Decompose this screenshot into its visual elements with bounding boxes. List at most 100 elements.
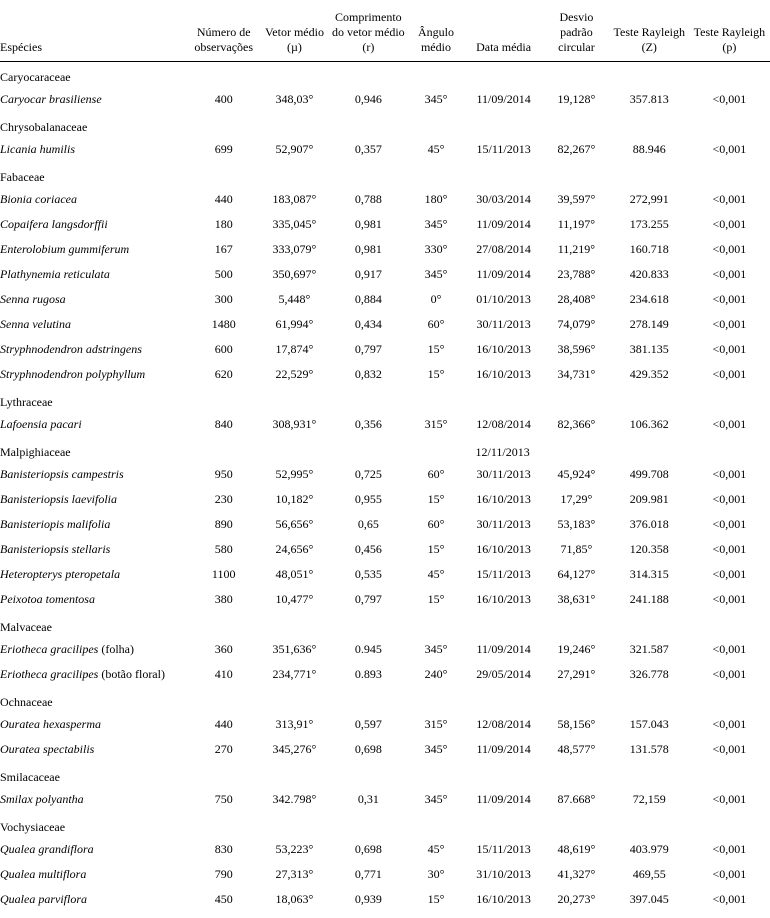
- family-row: Chrysobalanaceae: [0, 112, 770, 137]
- cell-date: 15/11/2013: [464, 562, 543, 587]
- cell-n: 1480: [187, 312, 260, 337]
- cell-mu: 335,045°: [260, 212, 329, 237]
- cell-mu: 313,91°: [260, 712, 329, 737]
- cell-mu: 10,477°: [260, 587, 329, 612]
- cell-species: Bionia coriacea: [0, 187, 187, 212]
- cell-p: <0,001: [689, 187, 770, 212]
- family-row: Vochysiaceae: [0, 812, 770, 837]
- cell-mu: 48,051°: [260, 562, 329, 587]
- cell-p: <0,001: [689, 787, 770, 812]
- cell-mu: 22,529°: [260, 362, 329, 387]
- cell-date: 11/09/2014: [464, 262, 543, 287]
- cell-z: 131.578: [610, 737, 689, 762]
- cell-p: <0,001: [689, 637, 770, 662]
- cell-sd: 23,788°: [543, 262, 610, 287]
- cell-p: <0,001: [689, 262, 770, 287]
- cell-species: Banisteriopsis laevifolia: [0, 487, 187, 512]
- table-row: Senna velutina148061,994°0,43460°30/11/2…: [0, 312, 770, 337]
- cell-sd: 17,29°: [543, 487, 610, 512]
- cell-angle: 180°: [408, 187, 464, 212]
- cell-mu: 27,313°: [260, 862, 329, 887]
- cell-r: 0,917: [329, 262, 408, 287]
- cell-n: 950: [187, 462, 260, 487]
- cell-angle: 315°: [408, 412, 464, 437]
- table-row: Eriotheca gracilipes (botão floral)41023…: [0, 662, 770, 687]
- cell-angle: 345°: [408, 262, 464, 287]
- cell-n: 300: [187, 287, 260, 312]
- cell-p: <0,001: [689, 862, 770, 887]
- cell-date: 29/05/2014: [464, 662, 543, 687]
- cell-z: 241.188: [610, 587, 689, 612]
- cell-z: 173.255: [610, 212, 689, 237]
- cell-species: Ouratea hexasperma: [0, 712, 187, 737]
- cell-n: 230: [187, 487, 260, 512]
- cell-date: 30/03/2014: [464, 187, 543, 212]
- table-row: Enterolobium gummiferum167333,079°0,9813…: [0, 237, 770, 262]
- cell-angle: 30°: [408, 862, 464, 887]
- cell-r: 0,788: [329, 187, 408, 212]
- cell-p: <0,001: [689, 287, 770, 312]
- cell-date: 12/08/2014: [464, 412, 543, 437]
- cell-species: Qualea parviflora: [0, 887, 187, 912]
- col-r: Comprimento do vetor médio (r): [329, 6, 408, 62]
- cell-mu: 348,03°: [260, 87, 329, 112]
- cell-sd: 11,197°: [543, 212, 610, 237]
- cell-mu: 18,063°: [260, 887, 329, 912]
- table-row: Heteropterys pteropetala110048,051°0,535…: [0, 562, 770, 587]
- cell-r: 0,981: [329, 212, 408, 237]
- cell-z: 381.135: [610, 337, 689, 362]
- cell-p: <0,001: [689, 887, 770, 912]
- cell-n: 410: [187, 662, 260, 687]
- cell-n: 620: [187, 362, 260, 387]
- cell-species: Smilax polyantha: [0, 787, 187, 812]
- cell-sd: 28,408°: [543, 287, 610, 312]
- cell: [187, 437, 260, 462]
- cell-mu: 308,931°: [260, 412, 329, 437]
- table-row: Banisteriopis malifolia89056,656°0,6560°…: [0, 512, 770, 537]
- cell: [329, 437, 408, 462]
- family-row: Fabaceae: [0, 162, 770, 187]
- cell-z: 376.018: [610, 512, 689, 537]
- col-mu: Vetor médio (µ): [260, 6, 329, 62]
- cell-z: 157.043: [610, 712, 689, 737]
- table-row: Ouratea spectabilis270345,276°0,698345°1…: [0, 737, 770, 762]
- cell-sd: 82,366°: [543, 412, 610, 437]
- cell-r: 0,456: [329, 537, 408, 562]
- cell: [610, 437, 689, 462]
- cell-z: 397.045: [610, 887, 689, 912]
- cell-angle: 15°: [408, 887, 464, 912]
- cell-p: <0,001: [689, 137, 770, 162]
- cell-species: Copaifera langsdorffii: [0, 212, 187, 237]
- cell-n: 440: [187, 187, 260, 212]
- species-stats-table: Espécies Número de observações Vetor méd…: [0, 6, 770, 912]
- cell-sd: 19,128°: [543, 87, 610, 112]
- cell-species: Qualea multiflora: [0, 862, 187, 887]
- table-row: Eriotheca gracilipes (folha)360351,636°0…: [0, 637, 770, 662]
- table-row: Banisteriopsis campestris95052,995°0,725…: [0, 462, 770, 487]
- family-row: Lythraceae: [0, 387, 770, 412]
- cell-z: 160.718: [610, 237, 689, 262]
- cell-date: 30/11/2013: [464, 462, 543, 487]
- cell-species: Licania humilis: [0, 137, 187, 162]
- cell-r: 0.893: [329, 662, 408, 687]
- cell-sd: 71,85°: [543, 537, 610, 562]
- cell-sd: 53,183°: [543, 512, 610, 537]
- cell-angle: 15°: [408, 487, 464, 512]
- cell-angle: 60°: [408, 462, 464, 487]
- cell-sd: 45,924°: [543, 462, 610, 487]
- cell-r: 0,981: [329, 237, 408, 262]
- cell-sd: 74,079°: [543, 312, 610, 337]
- table-row: Peixotoa tomentosa38010,477°0,79715°16/1…: [0, 587, 770, 612]
- cell-p: <0,001: [689, 412, 770, 437]
- col-sd: Desvio padrão circular: [543, 6, 610, 62]
- cell-species: Banisteriopsis stellaris: [0, 537, 187, 562]
- cell-p: <0,001: [689, 212, 770, 237]
- cell-sd: 19,246°: [543, 637, 610, 662]
- cell-r: 0,955: [329, 487, 408, 512]
- cell-species: Banisteriopis malifolia: [0, 512, 187, 537]
- family-label: Lythraceae: [0, 387, 770, 412]
- cell-date: 16/10/2013: [464, 887, 543, 912]
- cell-n: 699: [187, 137, 260, 162]
- cell-angle: 345°: [408, 212, 464, 237]
- cell-angle: 330°: [408, 237, 464, 262]
